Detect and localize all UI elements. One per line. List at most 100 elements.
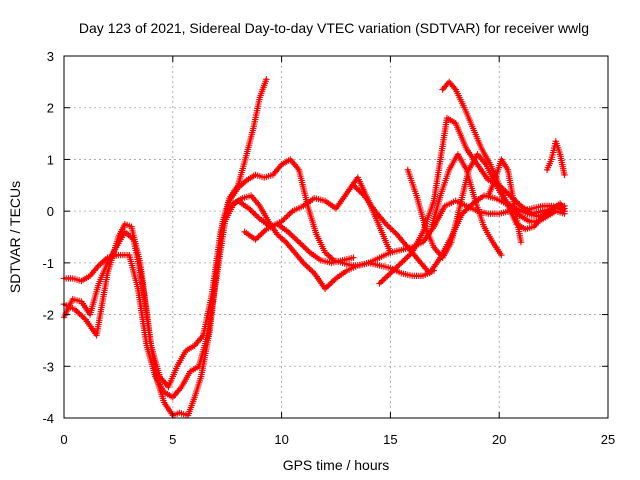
data-point-marker — [561, 171, 568, 179]
data-point-markers — [139, 280, 154, 347]
data-point-markers — [160, 399, 175, 417]
data-point-markers — [95, 256, 109, 269]
data-point-markers — [165, 365, 180, 391]
data-point-markers — [398, 270, 414, 279]
data-point-markers — [504, 166, 518, 207]
data-point-markers — [250, 96, 263, 132]
data-point-markers — [252, 171, 266, 181]
data-point-markers — [247, 192, 262, 208]
x-tick-label: 15 — [383, 432, 397, 447]
data-point-markers — [115, 222, 128, 241]
plot-frame — [63, 55, 609, 419]
series-track-5 — [241, 220, 357, 267]
y-tick-label: -4 — [42, 411, 54, 426]
data-point-markers — [491, 195, 507, 206]
data-point-markers — [552, 138, 563, 156]
data-point-markers — [121, 220, 133, 229]
data-point-markers — [239, 193, 253, 202]
data-point-markers — [121, 228, 136, 242]
data-point-markers — [350, 182, 366, 198]
data-point-markers — [409, 230, 426, 256]
data-point-markers — [289, 203, 305, 215]
data-point-markers — [184, 396, 197, 419]
data-point-markers — [459, 201, 475, 217]
data-point-markers — [356, 260, 370, 269]
data-point-markers — [86, 264, 101, 279]
data-point-markers — [252, 227, 268, 243]
data-point-markers — [187, 364, 201, 375]
y-tick-label: -1 — [42, 256, 54, 271]
data-point-markers — [69, 295, 83, 305]
data-point-markers — [226, 186, 240, 204]
data-point-markers — [261, 172, 274, 181]
series-track-9 — [439, 78, 568, 233]
data-point-markers — [437, 117, 450, 163]
data-point-markers — [452, 86, 467, 109]
data-point-markers — [278, 157, 292, 168]
data-point-markers — [160, 388, 175, 400]
series-track-4 — [224, 174, 394, 256]
data-point-markers — [104, 246, 119, 267]
data-point-marker — [561, 207, 568, 215]
data-point-markers — [208, 230, 224, 298]
data-point-markers — [439, 240, 454, 261]
data-point-markers — [182, 343, 196, 354]
data-point-markers — [522, 224, 535, 233]
x-tick-label: 25 — [601, 432, 615, 447]
data-point-markers — [489, 239, 504, 257]
data-point-marker — [517, 238, 525, 246]
series-track-10 — [428, 151, 505, 259]
data-point-markers — [485, 178, 498, 199]
x-tick-label: 0 — [60, 432, 67, 447]
x-tick-label: 20 — [492, 432, 506, 447]
data-point-markers — [474, 151, 488, 167]
data-point-markers — [174, 349, 188, 370]
data-point-markers — [517, 213, 532, 224]
data-point-markers — [428, 194, 444, 230]
series-track-7 — [376, 114, 568, 287]
y-tick-label: 0 — [47, 204, 54, 219]
data-point-markers — [517, 202, 534, 216]
data-point-markers — [143, 342, 158, 378]
data-point-markers — [332, 268, 349, 282]
data-point-markers — [178, 370, 193, 391]
data-point-markers — [284, 228, 301, 244]
data-point-markers — [552, 207, 566, 217]
data-point-markers — [197, 329, 213, 380]
data-point-markers — [437, 168, 452, 199]
data-point-marker — [387, 249, 394, 256]
data-point-markers — [469, 125, 485, 151]
data-point-markers — [134, 285, 150, 347]
axis-ticks: 0 5 10 15 20 25 -4 -3 -2 -1 0 1 2 3 — [42, 49, 615, 447]
data-point-markers — [491, 158, 504, 184]
data-point-markers — [300, 196, 316, 210]
series-track-11 — [543, 138, 568, 179]
data-point-markers — [86, 282, 102, 318]
data-point-markers — [306, 249, 323, 263]
data-point-markers — [452, 120, 469, 151]
y-axis-label: SDTVAR / TECUs — [7, 181, 23, 293]
series-track-12 — [485, 156, 525, 246]
data-point-markers — [413, 192, 428, 228]
data-point-markers — [426, 256, 443, 277]
data-point-markers — [548, 203, 562, 212]
y-tick-label: 3 — [47, 49, 54, 64]
data-point-markers — [530, 214, 545, 230]
series-track-3 — [60, 156, 568, 391]
y-tick-label: -3 — [42, 359, 54, 374]
data-point-markers — [372, 207, 388, 226]
data-point-markers — [200, 292, 215, 339]
data-point-markers — [269, 163, 284, 179]
data-point-markers — [263, 221, 279, 233]
data-point-markers — [234, 178, 249, 192]
data-point-markers — [195, 334, 211, 370]
data-point-markers — [78, 273, 92, 285]
data-point-markers — [147, 342, 163, 378]
data-point-markers — [376, 250, 392, 261]
data-point-markers — [361, 192, 378, 213]
y-tick-label: -2 — [42, 308, 54, 323]
data-point-markers — [313, 231, 328, 254]
data-point-markers — [169, 385, 184, 401]
data-point-markers — [243, 172, 257, 184]
